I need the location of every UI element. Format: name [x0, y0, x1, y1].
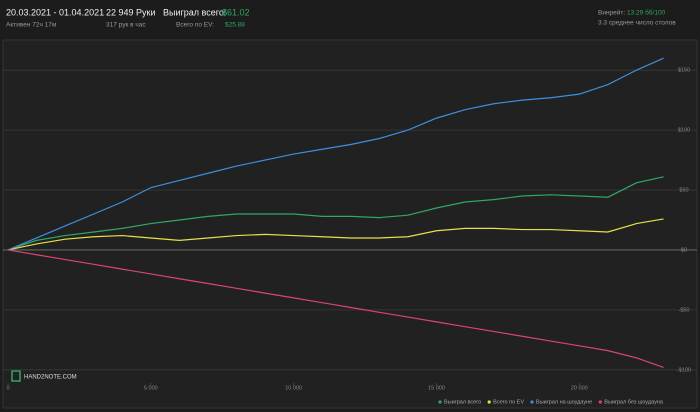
- winrate-value: 13.29 бб/100: [627, 9, 666, 17]
- x-tick-label: 10 000: [285, 385, 302, 391]
- y-tick-label: $0: [681, 247, 687, 253]
- y-tick-label: -$50: [678, 307, 689, 313]
- legend-label: Всего по EV: [493, 399, 524, 405]
- logo-icon: [11, 370, 21, 382]
- active-time: Активен 72ч 17м: [6, 22, 57, 29]
- x-tick-label: 20 000: [571, 385, 588, 391]
- winrate-label: Винрейт:: [598, 9, 625, 17]
- logo: HAND2NOTE.COM: [24, 375, 77, 381]
- tables: 3.3 среднее число столов: [598, 20, 676, 27]
- ev-value: $25.88: [225, 22, 245, 29]
- ev-label: Всего по EV:: [176, 22, 214, 29]
- legend-label: Выиграл всего: [444, 399, 481, 405]
- x-tick-label: 0: [6, 385, 9, 391]
- won-label: Выиграл всего:: [163, 7, 226, 17]
- legend-label: Выиграл без шоудауна: [604, 399, 664, 405]
- x-tick-label: 15 000: [428, 385, 445, 391]
- y-tick-label: -$100: [677, 367, 691, 373]
- hands: 22 949 Руки: [106, 7, 156, 17]
- y-tick-label: $100: [678, 128, 690, 134]
- won-value: $61.02: [222, 7, 250, 17]
- series-line: [7, 249, 664, 368]
- hands-per-hour: 317 рук в час: [106, 22, 146, 29]
- date-range: 20.03.2021 - 01.04.2021: [6, 7, 104, 17]
- series-line: [7, 176, 664, 251]
- legend-swatch: [530, 400, 534, 404]
- chart-frame: [2, 39, 698, 409]
- series-line: [7, 218, 664, 251]
- legend-swatch: [438, 400, 442, 404]
- legend-swatch: [598, 400, 602, 404]
- legend-label: Выиграл на шоудауне: [536, 399, 592, 405]
- x-tick-label: 5 000: [144, 385, 158, 391]
- series-line: [7, 57, 664, 251]
- legend-swatch: [487, 400, 491, 404]
- y-tick-label: $150: [678, 68, 690, 74]
- y-tick-label: $50: [679, 187, 688, 193]
